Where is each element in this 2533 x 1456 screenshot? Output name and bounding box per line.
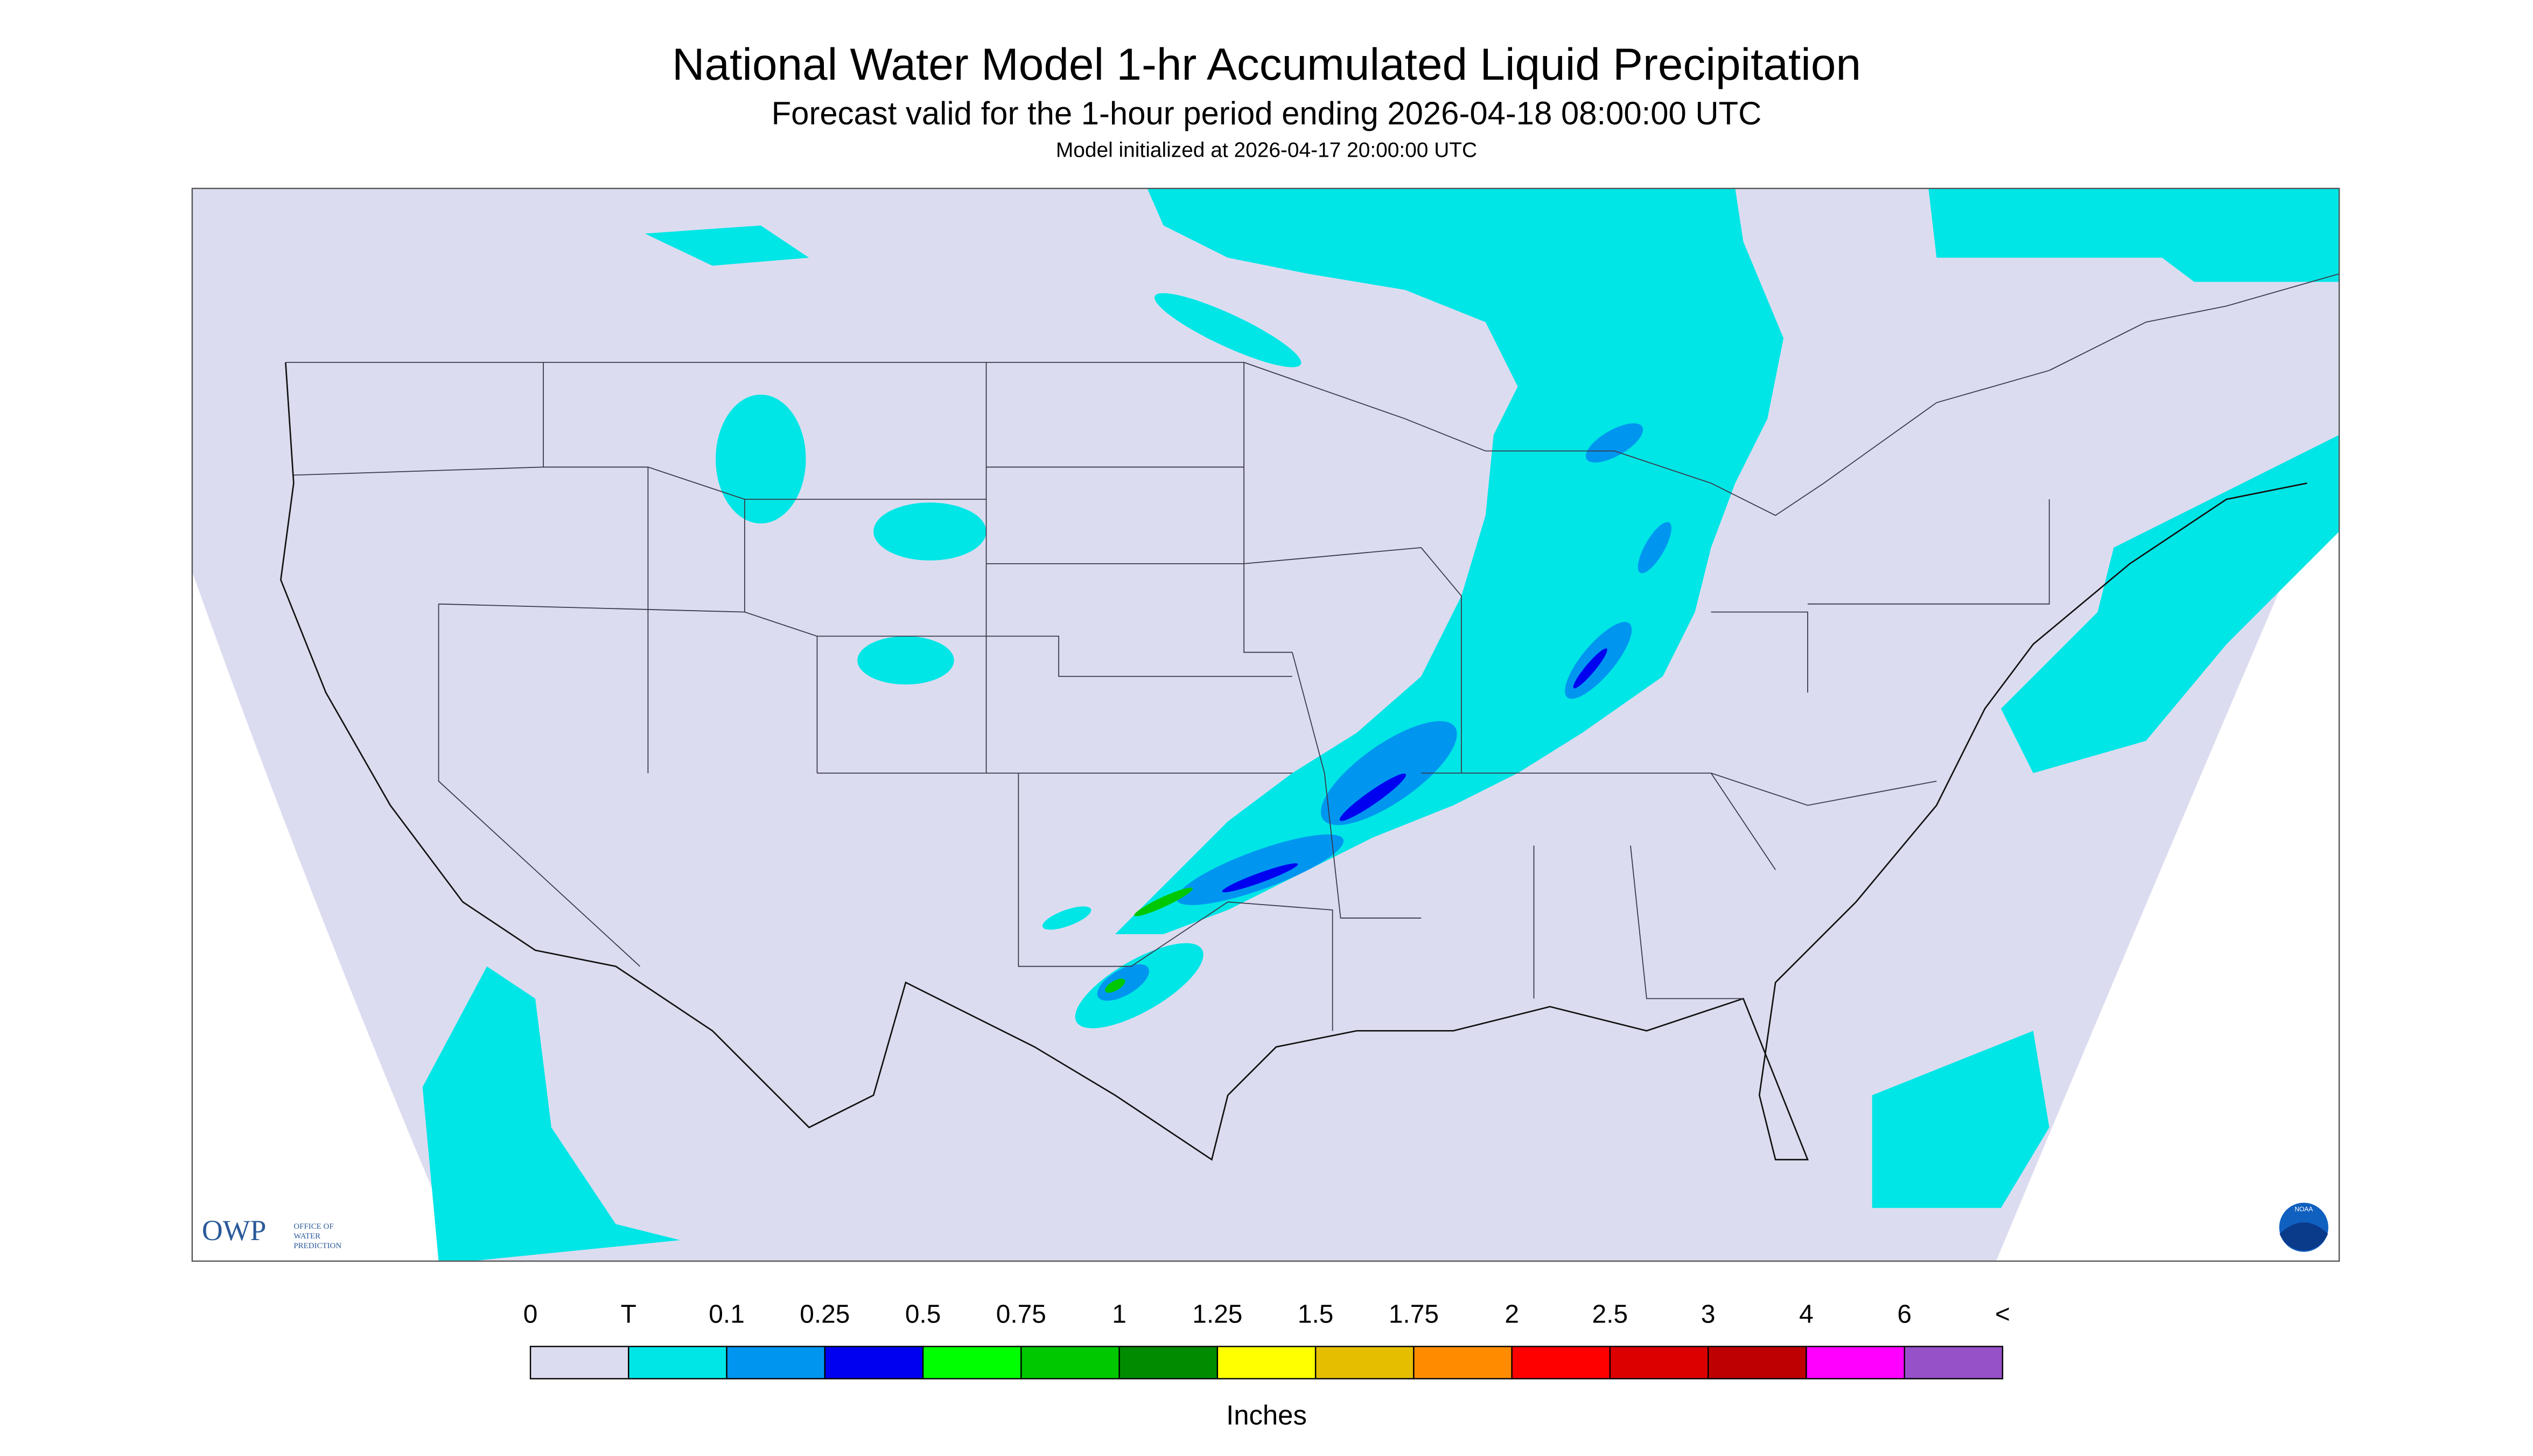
owp-name: PREDICTION: [293, 1242, 341, 1250]
precip-area: [1339, 773, 1407, 821]
state-border: [293, 362, 2050, 1031]
legend-swatch: [628, 1346, 727, 1380]
legend-label: 6: [1897, 1300, 1912, 1328]
legend-label: <: [1995, 1300, 2010, 1328]
owp-logo: OWP: [202, 1214, 267, 1247]
legend-label: 0.1: [709, 1300, 745, 1328]
legend-swatch: [1707, 1346, 1807, 1380]
legend-swatch: [1806, 1346, 1905, 1380]
precip-area: [873, 502, 986, 561]
precip-area: [1872, 1031, 2049, 1208]
precip-area: [857, 636, 954, 685]
precip-area: [1222, 863, 1298, 893]
legend-label: 2: [1505, 1300, 1519, 1328]
owp-name: OFFICE OF: [293, 1222, 333, 1231]
legend-label: 1: [1112, 1300, 1126, 1328]
precip-area: [1134, 887, 1193, 916]
title: National Water Model 1-hr Accumulated Li…: [672, 39, 1861, 89]
legend: 0 T 0.1 0.25 0.5 0.75 1 1.25 1.5 1.75 2 2.5 3 4 6 <: [523, 1300, 2010, 1380]
national-border: [285, 273, 2340, 516]
legend-label: 1.5: [1298, 1300, 1334, 1328]
precip-area: [1928, 188, 2340, 282]
legend-units: Inches: [1226, 1400, 1307, 1431]
legend-swatch: [1118, 1346, 1219, 1380]
legend-swatch: [1020, 1346, 1120, 1380]
legend-swatch: [726, 1346, 826, 1380]
legend-label: 3: [1701, 1300, 1716, 1328]
legend-label: 1.25: [1192, 1300, 1242, 1328]
legend-swatch: [1216, 1346, 1317, 1380]
precip-area: [1638, 522, 1671, 573]
borders: [280, 273, 2340, 1161]
legend-label: T: [621, 1300, 636, 1328]
legend-swatch: [529, 1346, 629, 1380]
precip-area: [1176, 834, 1344, 905]
precip-area: [1042, 906, 1091, 930]
coastline: [280, 362, 2307, 1161]
precip-area: [422, 966, 681, 1262]
precip-area: [1105, 978, 1125, 993]
legend-label: 1.75: [1389, 1300, 1439, 1328]
legend-swatch: [1511, 1346, 1611, 1380]
legend-swatch: [1609, 1346, 1709, 1380]
precip-heavy: [1105, 887, 1193, 993]
legend-swatch: [824, 1346, 924, 1380]
precip-moderate: [1222, 648, 1607, 893]
legend-swatch: [1904, 1346, 2004, 1380]
map: OWP OFFICE OF WATER PREDICTION NOAA: [191, 187, 2340, 1262]
subtitle: Forecast valid for the 1-hour period end…: [772, 95, 1762, 131]
precip-trace: [422, 188, 2340, 1262]
legend-label: 0: [523, 1300, 538, 1328]
precip-area: [1320, 721, 1457, 825]
map-frame: [191, 187, 2340, 1262]
legend-label: 0.5: [905, 1300, 941, 1328]
owp-name: WATER: [293, 1232, 320, 1241]
legend-swatch: [1413, 1346, 1513, 1380]
precip-area: [1573, 648, 1607, 689]
precip-area: [1154, 293, 1302, 367]
noaa-logo-wave: [2279, 1222, 2328, 1251]
legend-swatch: [1314, 1346, 1415, 1380]
precip-area: [645, 225, 809, 266]
noaa-label: NOAA: [2294, 1205, 2313, 1213]
legend-label: 2.5: [1592, 1300, 1628, 1328]
legend-label: 0.25: [800, 1300, 850, 1328]
init-note: Model initialized at 2026-04-17 20:00:00…: [1056, 138, 1477, 162]
precip-area: [2000, 435, 2340, 773]
precip-area: [1585, 423, 1643, 463]
legend-swatch: [922, 1346, 1022, 1380]
legend-label: 0.75: [996, 1300, 1046, 1328]
precip-area: [716, 394, 806, 524]
legend-label: 4: [1799, 1300, 1814, 1328]
precip-band: [1115, 188, 1784, 934]
